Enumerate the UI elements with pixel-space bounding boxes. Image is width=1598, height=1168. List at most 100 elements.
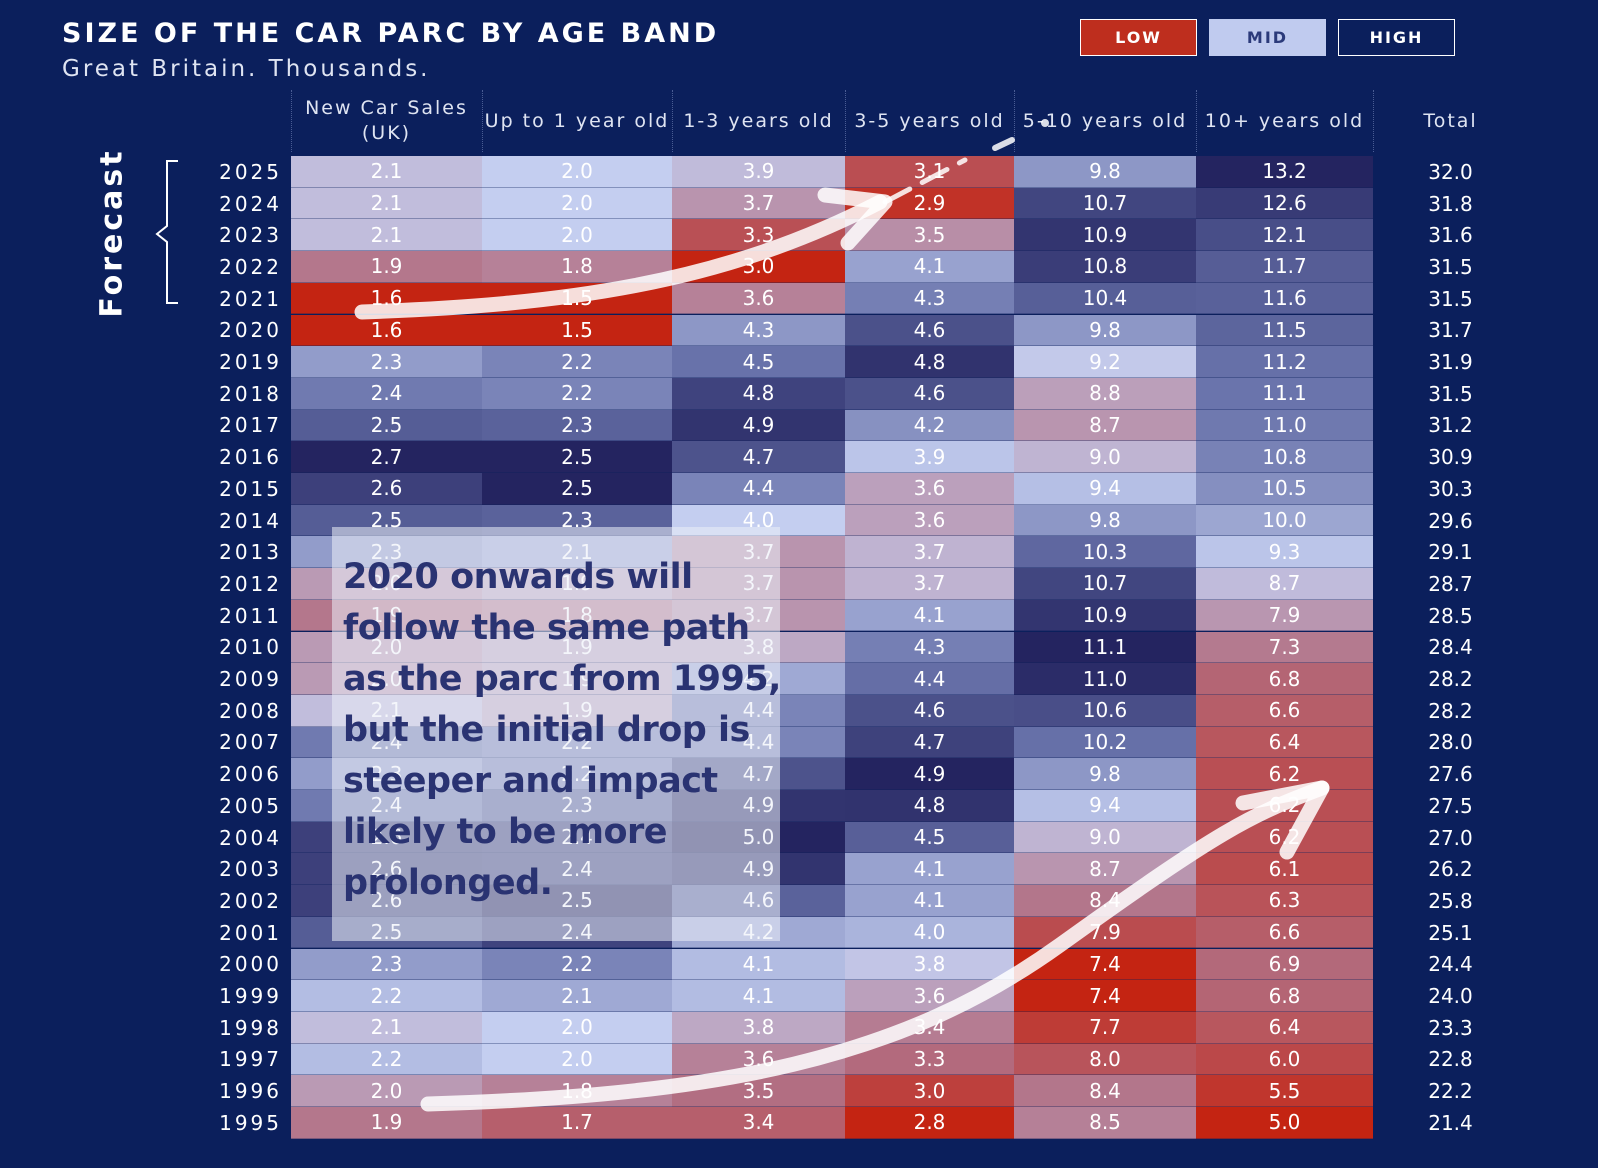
heatmap-cell: 4.5 [672, 346, 845, 378]
heatmap-cell: 3.6 [845, 980, 1014, 1012]
heatmap-cell: 10.2 [1014, 726, 1196, 759]
heatmap-cell: 6.1 [1196, 853, 1373, 886]
heatmap-cell: 3.5 [672, 1075, 845, 1107]
year-label: 1995 [219, 1110, 282, 1135]
heatmap-cell: 1.8 [482, 251, 672, 283]
heatmap-cell: 2.0 [482, 1043, 672, 1076]
heatmap-cell: 9.4 [1014, 473, 1196, 505]
heatmap-cell: 1.6 [291, 314, 482, 347]
heatmap-cell: 3.3 [845, 1043, 1014, 1076]
heatmap-cell: 10.9 [1014, 599, 1196, 632]
heatmap-cell: 1.5 [482, 282, 672, 315]
heatmap-cell: 6.9 [1196, 948, 1373, 981]
heatmap-cell: 10.0 [1196, 504, 1373, 537]
heatmap-cell: 3.6 [672, 1043, 845, 1076]
heatmap-cell: 7.9 [1014, 916, 1196, 949]
total-cell: 28.0 [1428, 730, 1473, 755]
total-cell: 23.3 [1428, 1015, 1473, 1040]
heatmap-cell: 6.4 [1196, 1011, 1373, 1044]
heatmap-cell: 10.4 [1014, 282, 1196, 315]
heatmap-cell: 3.0 [672, 251, 845, 283]
heatmap-cell: 3.6 [845, 473, 1014, 505]
heatmap-cell: 8.7 [1196, 568, 1373, 600]
heatmap-cell: 11.5 [1196, 314, 1373, 347]
annotation-text: 2020 onwards will follow the same path a… [343, 557, 781, 903]
heatmap-cell: 4.9 [845, 758, 1014, 790]
year-label: 2006 [219, 762, 282, 787]
heatmap-cell: 2.5 [482, 473, 672, 505]
heatmap-cell: 4.1 [845, 251, 1014, 283]
year-label: 2022 [219, 254, 282, 279]
total-cell: 28.2 [1428, 667, 1473, 692]
heatmap-cell: 10.5 [1196, 473, 1373, 505]
heatmap-cell: 2.8 [845, 1107, 1014, 1139]
heatmap-cell: 3.7 [672, 187, 845, 220]
heatmap-cell: 9.8 [1014, 504, 1196, 537]
heatmap-cell: 5.5 [1196, 1075, 1373, 1107]
heatmap-cell: 3.9 [672, 156, 845, 188]
heatmap-cell: 3.4 [845, 1011, 1014, 1044]
heatmap-cell: 11.6 [1196, 282, 1373, 315]
heatmap-cell: 11.2 [1196, 346, 1373, 378]
heatmap-cell: 3.5 [845, 219, 1014, 252]
heatmap-cell: 6.0 [1196, 1043, 1373, 1076]
total-cell: 25.1 [1428, 920, 1473, 945]
year-label: 1998 [219, 1015, 282, 1040]
heatmap-cell: 4.6 [845, 377, 1014, 410]
heatmap-cell: 8.5 [1014, 1107, 1196, 1139]
heatmap-cell: 2.3 [482, 409, 672, 442]
heatmap-cell: 2.1 [291, 219, 482, 252]
heatmap-cell: 2.3 [291, 948, 482, 981]
column-header: Up to 1 year old [484, 109, 670, 132]
column-header-total: Total [1423, 109, 1478, 132]
total-cell: 31.2 [1428, 413, 1473, 438]
heatmap-cell: 9.3 [1196, 536, 1373, 569]
heatmap-cell: 4.9 [672, 409, 845, 442]
heatmap-cell: 9.0 [1014, 441, 1196, 473]
heatmap-cell: 3.0 [845, 1075, 1014, 1107]
heatmap-cell: 10.3 [1014, 536, 1196, 569]
heatmap-cell: 9.8 [1014, 758, 1196, 790]
heatmap-cell: 7.4 [1014, 980, 1196, 1012]
total-cell: 27.5 [1428, 793, 1473, 818]
heatmap-cell: 4.4 [672, 473, 845, 505]
year-label: 2008 [219, 698, 282, 723]
heatmap-cell: 4.1 [672, 948, 845, 981]
total-cell: 24.0 [1428, 984, 1473, 1009]
heatmap-cell: 8.4 [1014, 1075, 1196, 1107]
legend-mid: MID [1209, 19, 1326, 56]
heatmap-cell: 1.5 [482, 314, 672, 347]
heatmap-cell: 8.7 [1014, 409, 1196, 442]
year-label: 2007 [219, 730, 282, 755]
total-cell: 27.6 [1428, 762, 1473, 787]
heatmap-cell: 8.4 [1014, 885, 1196, 917]
heatmap-cell: 10.9 [1014, 219, 1196, 252]
chart-title: SIZE OF THE CAR PARC BY AGE BAND [62, 18, 720, 49]
heatmap-cell: 2.1 [291, 187, 482, 220]
year-label: 2003 [219, 857, 282, 882]
heatmap-cell: 4.6 [845, 314, 1014, 347]
heatmap-cell: 6.4 [1196, 726, 1373, 759]
total-cell: 31.8 [1428, 191, 1473, 216]
heatmap-cell: 10.7 [1014, 568, 1196, 600]
column-header: 1-3 years old [683, 109, 834, 132]
heatmap-cell: 6.2 [1196, 758, 1373, 790]
heatmap-cell: 7.7 [1014, 1011, 1196, 1044]
heatmap-cell: 7.3 [1196, 631, 1373, 664]
total-cell: 27.0 [1428, 825, 1473, 850]
year-label: 2000 [219, 952, 282, 977]
heatmap-cell: 2.0 [482, 187, 672, 220]
heatmap-cell: 2.1 [291, 1011, 482, 1044]
heatmap-cell: 6.3 [1196, 885, 1373, 917]
heatmap-cell: 6.2 [1196, 821, 1373, 854]
heatmap-cell: 2.6 [291, 473, 482, 505]
heatmap-cell: 4.3 [672, 314, 845, 347]
heatmap-cell: 1.6 [291, 282, 482, 315]
heatmap-cell: 4.1 [845, 853, 1014, 886]
total-cell: 22.2 [1428, 1079, 1473, 1104]
heatmap-cell: 2.0 [482, 156, 672, 188]
year-label: 2020 [219, 318, 282, 343]
year-label: 2018 [219, 381, 282, 406]
heatmap-cell: 2.4 [291, 377, 482, 410]
heatmap-cell: 2.2 [482, 948, 672, 981]
